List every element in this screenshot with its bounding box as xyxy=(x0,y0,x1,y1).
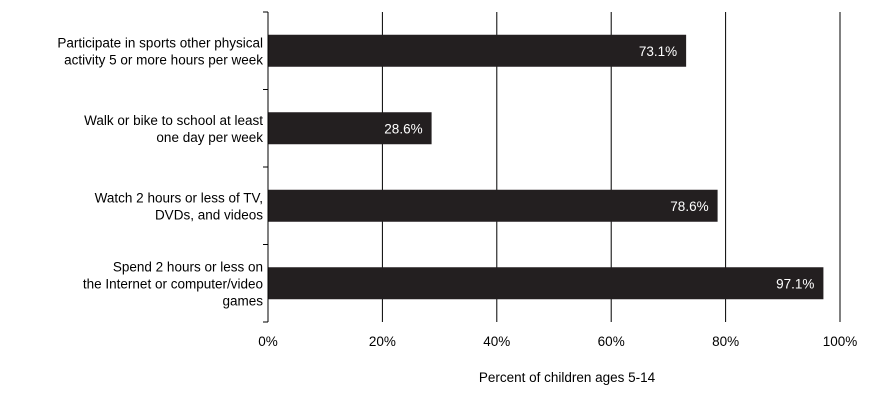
category-label-line: Spend 2 hours or less on xyxy=(113,259,263,274)
category-label: Walk or bike to school at least one day p… xyxy=(84,113,263,145)
axes xyxy=(263,11,269,323)
category-label-line: the Internet or computer/video xyxy=(83,276,263,291)
x-tick-label: 20% xyxy=(369,334,396,349)
category-label: Participate in sports other physical acti… xyxy=(57,35,263,67)
data-label: 97.1% xyxy=(776,276,814,291)
bar xyxy=(268,112,432,145)
category-label-line: DVDs, and videos xyxy=(155,207,263,222)
category-label-line: one day per week xyxy=(156,130,263,145)
bar xyxy=(268,189,718,222)
x-tick-label: 40% xyxy=(483,334,510,349)
category-label-line: activity 5 or more hours per week xyxy=(64,52,263,67)
bars: 73.1% 28.6% 78.6% 97.1% xyxy=(268,34,824,300)
x-tick-label: 100% xyxy=(823,334,858,349)
data-label: 28.6% xyxy=(384,121,422,136)
x-tick-label: 0% xyxy=(258,334,278,349)
x-tick-label: 60% xyxy=(598,334,625,349)
bar xyxy=(268,267,824,300)
category-label-line: Watch 2 hours or less of TV, xyxy=(95,190,263,205)
data-label: 78.6% xyxy=(670,199,708,214)
bar xyxy=(268,34,687,67)
x-tick-label: 80% xyxy=(712,334,739,349)
data-label: 73.1% xyxy=(639,44,677,59)
category-label: Watch 2 hours or less of TV, DVDs, and vi… xyxy=(95,190,264,222)
category-labels: Participate in sports other physical acti… xyxy=(57,35,263,308)
category-label-line: Participate in sports other physical xyxy=(57,35,263,50)
x-axis-title: Percent of children ages 5-14 xyxy=(479,370,656,385)
x-tick-labels: 0% 20% 40% 60% 80% 100% xyxy=(258,334,857,349)
category-label-line: Walk or bike to school at least xyxy=(84,113,263,128)
category-label: Spend 2 hours or less on the Internet or … xyxy=(83,259,263,308)
category-label-line: games xyxy=(222,293,263,308)
